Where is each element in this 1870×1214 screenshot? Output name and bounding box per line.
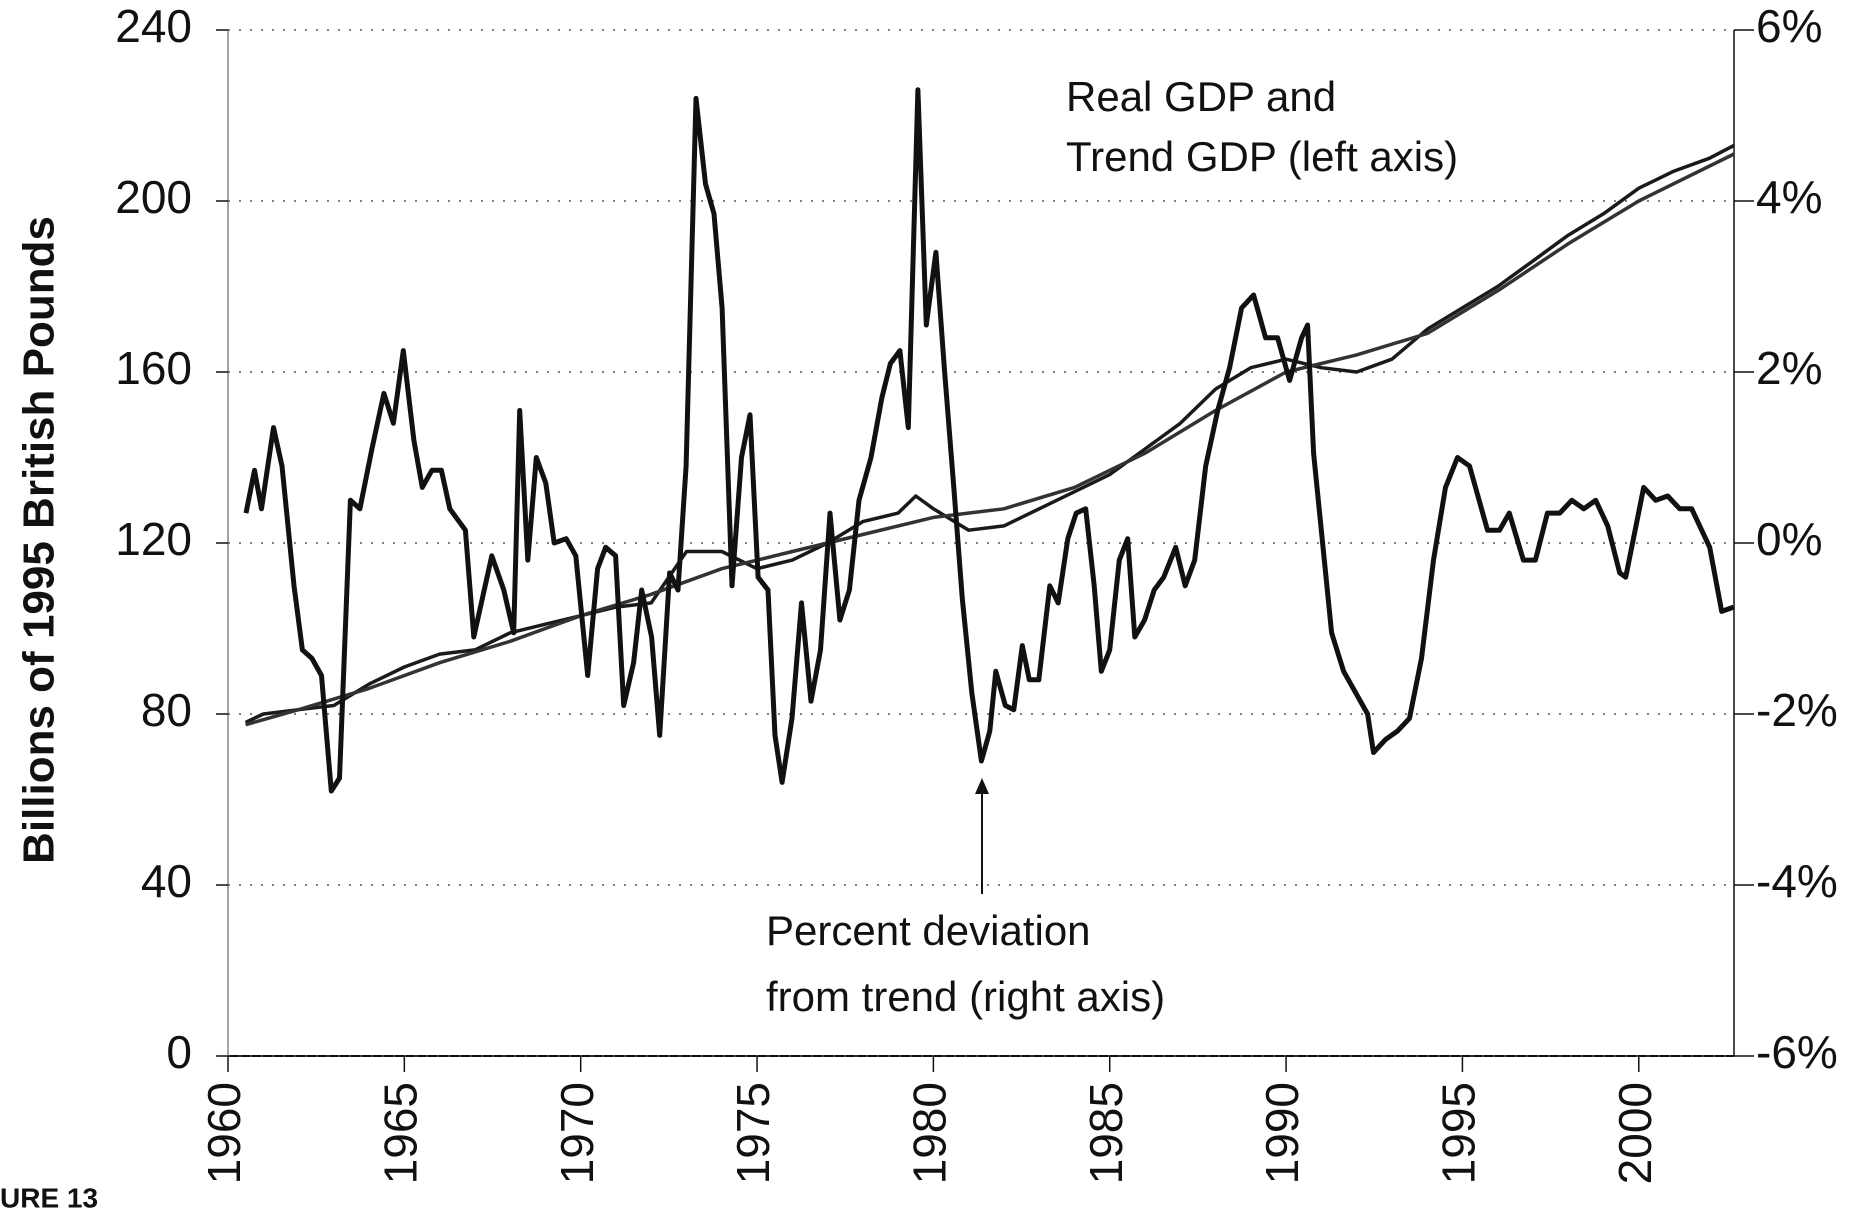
y2-tick-label: -4%	[1756, 855, 1838, 907]
y2-tick-label: 0%	[1756, 513, 1822, 565]
y-tick-label: 160	[115, 342, 192, 394]
y-tick-label: 80	[141, 684, 192, 736]
y2-tick-label: 6%	[1756, 0, 1822, 52]
annotation: Trend GDP (left axis)	[1066, 133, 1458, 180]
x-tick-label: 1985	[1080, 1082, 1132, 1184]
annotation: Percent deviation	[766, 907, 1091, 954]
x-tick-label: 1970	[551, 1082, 603, 1184]
y-tick-label: 0	[166, 1026, 192, 1078]
arrow-head	[975, 778, 989, 794]
annotation: from trend (right axis)	[766, 973, 1165, 1020]
x-tick-label: 1995	[1433, 1082, 1485, 1184]
y-tick-label: 240	[115, 0, 192, 52]
x-tick-label: 2000	[1609, 1082, 1661, 1184]
y-tick-label: 120	[115, 513, 192, 565]
x-tick-label: 1960	[198, 1082, 250, 1184]
series-line	[245, 152, 1735, 727]
x-tick-label: 1965	[375, 1082, 427, 1184]
y2-tick-label: 2%	[1756, 342, 1822, 394]
x-tick-label: 1980	[904, 1082, 956, 1184]
figure-label: URE 13	[0, 1182, 98, 1213]
y-tick-label: 200	[115, 171, 192, 223]
y-axis-label: Billions of 1995 British Pounds	[15, 216, 64, 864]
y2-tick-label: 4%	[1756, 171, 1822, 223]
series-line	[243, 87, 1735, 794]
y2-tick-label: -6%	[1756, 1026, 1838, 1078]
x-tick-label: 1975	[727, 1082, 779, 1184]
y2-tick-label: -2%	[1756, 684, 1838, 736]
series-line	[244, 143, 1735, 725]
y-tick-label: 40	[141, 855, 192, 907]
x-tick-label: 1990	[1256, 1082, 1308, 1184]
annotation: Real GDP and	[1066, 73, 1336, 120]
